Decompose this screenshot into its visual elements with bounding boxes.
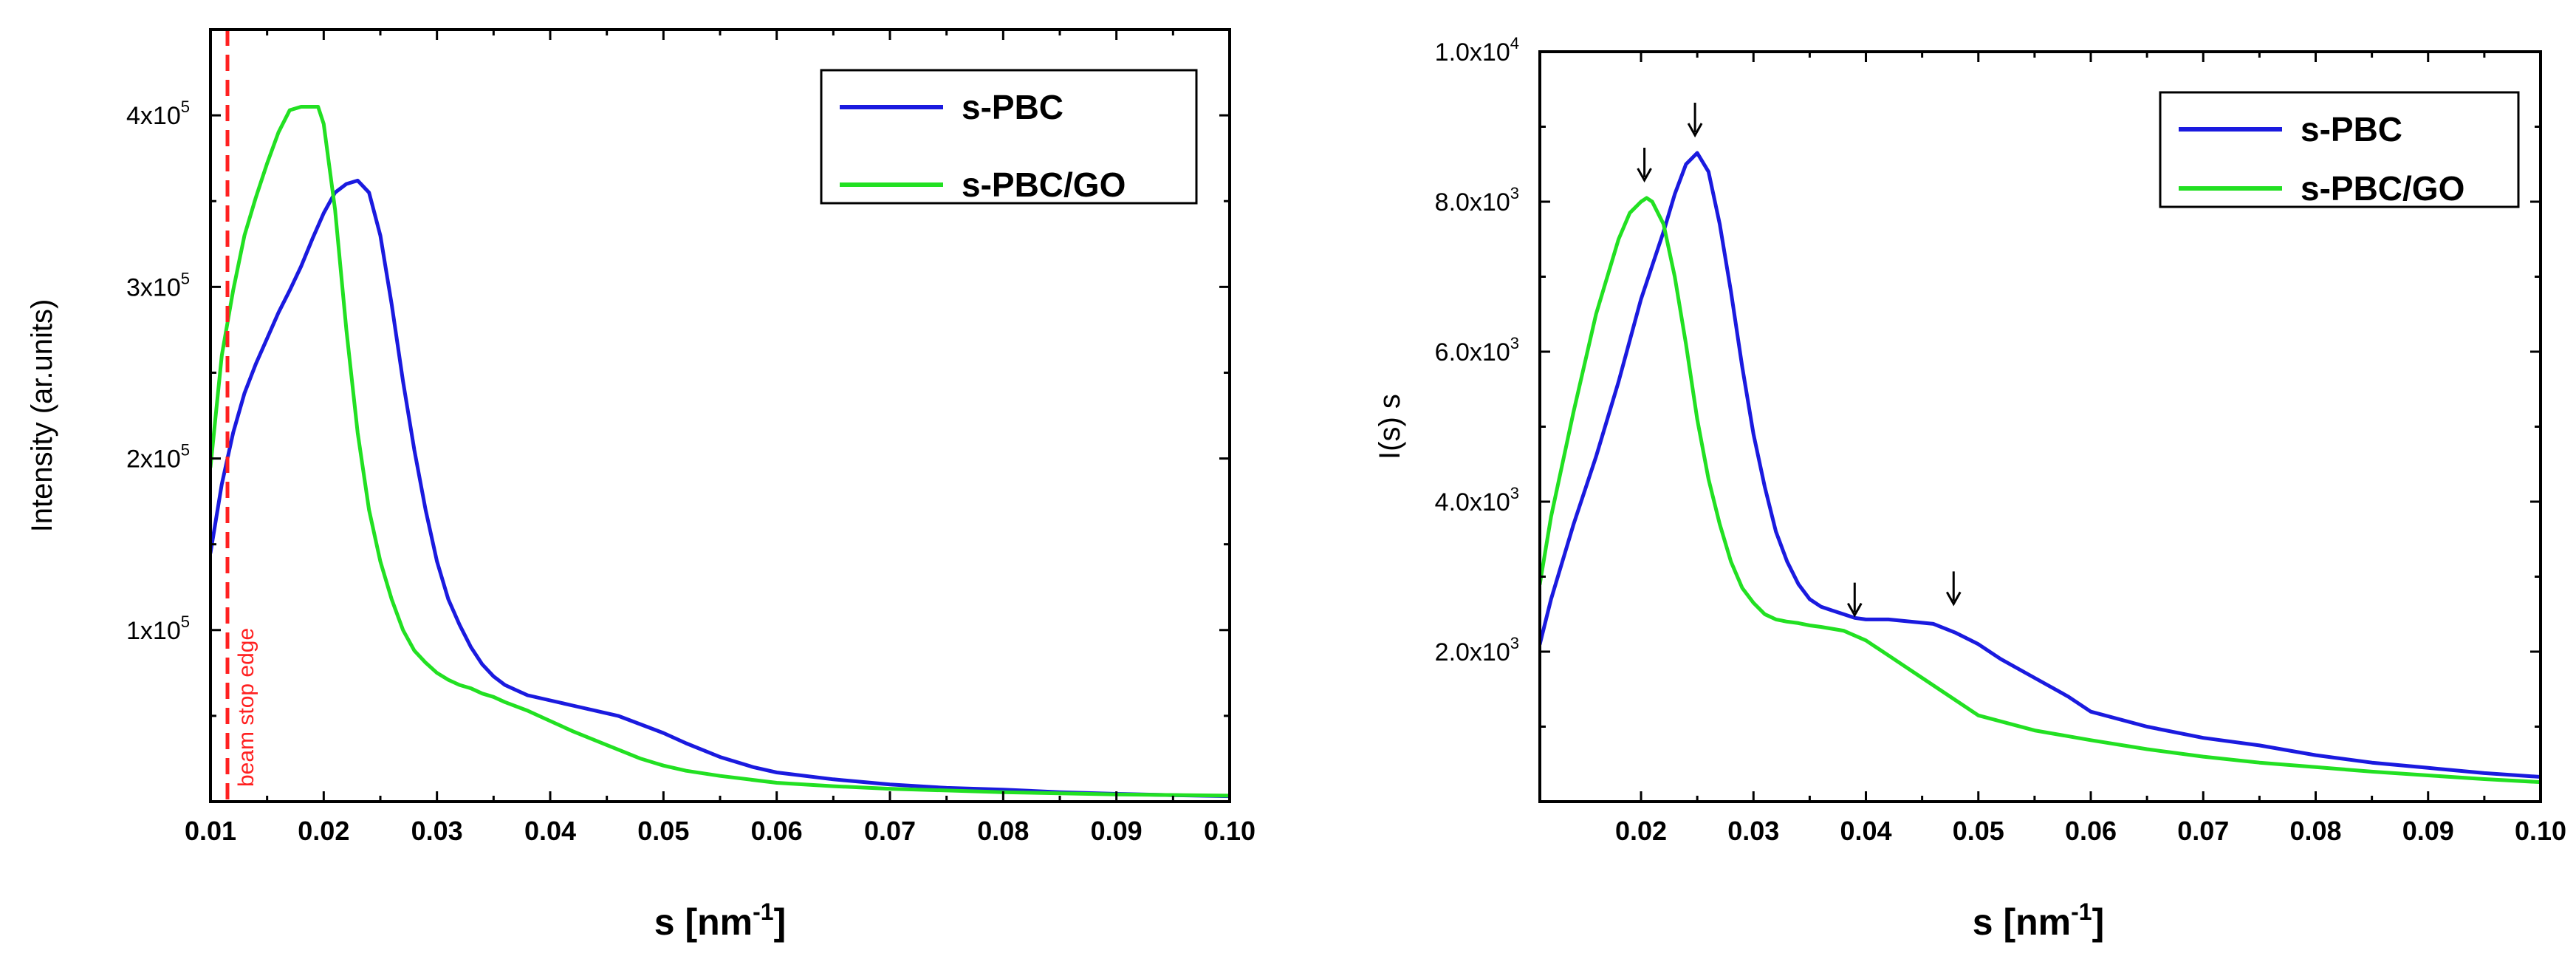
peak-arrow-3 [1846,582,1863,618]
legend-label: s-PBC/GO [2301,169,2464,208]
chart-2: 0.02 0.03 0.04 0.05 0.06 0.07 0.08 0.09 0.10 2.0x… [1374,34,2566,943]
y-tick-label: 2x105 [126,441,190,474]
legend-label: s-PBC [962,88,1063,126]
beam-stop-label: beam stop edge [234,628,258,787]
chart-1: beam stop edge 0.01 0.02 0.03 0.04 0.05 0.06 0.… [26,28,1256,943]
peak-arrow-4 [1945,571,1962,607]
x-tick-label: 0.06 [2065,816,2117,846]
x-tick-label: 0.07 [864,816,916,846]
series-line-s-pbc-go [210,105,1230,798]
y-tick-label: 1x105 [126,612,190,645]
x-tick-label: 0.04 [1840,816,1891,846]
legend-label: s-PBC/GO [962,165,1126,204]
y-tick-label: 4x105 [126,98,190,130]
x-tick-label: 0.08 [977,816,1029,846]
x-tick-label: 0.02 [1615,816,1667,846]
x-tick-label: 0.06 [751,816,803,846]
y-tick-label: 6.0x103 [1435,334,1519,366]
peak-arrow-1 [1637,147,1652,182]
legend-box [820,69,1198,205]
y-tick-label: 1.0x104 [1435,34,1519,66]
series-line-s-pbc [210,178,1230,799]
x-axis-label: s [nm-1] [654,898,786,943]
x-tick-label: 0.07 [2177,816,2229,846]
x-tick-label: 0.09 [1091,816,1143,846]
y-tick-label: 3x105 [126,269,190,301]
x-tick-label: 0.02 [298,816,349,846]
x-tick-label: 0.03 [411,816,463,846]
x-tick-label: 0.04 [524,816,576,846]
x-tick-label: 0.05 [637,816,689,846]
legend: s-PBC s-PBC/GO [2159,91,2520,208]
legend-label: s-PBC [2301,110,2402,149]
y-tick-label: 4.0x103 [1435,484,1519,516]
y-axis-label: I(s) s [1374,394,1406,460]
peak-arrow-2 [1687,103,1703,138]
x-tick-label: 0.03 [1727,816,1779,846]
series-line-s-pbc [1540,151,2541,779]
x-tick-label: 0.09 [2402,816,2454,846]
x-axis-label: s [nm-1] [1973,898,2104,943]
y-tick-label: 2.0x103 [1435,634,1519,666]
x-tick-label: 0.05 [1953,816,2004,846]
y-tick-label: 8.0x103 [1435,184,1519,216]
x-tick-label: 0.01 [185,816,236,846]
legend: s-PBC s-PBC/GO [820,69,1198,205]
x-tick-label: 0.08 [2289,816,2341,846]
series-line-s-pbc-go [1540,196,2541,785]
y-axis-label: Intensity (ar.units) [26,299,58,533]
x-tick-label: 0.10 [1204,816,1256,846]
x-tick-label: 0.10 [2515,816,2566,846]
